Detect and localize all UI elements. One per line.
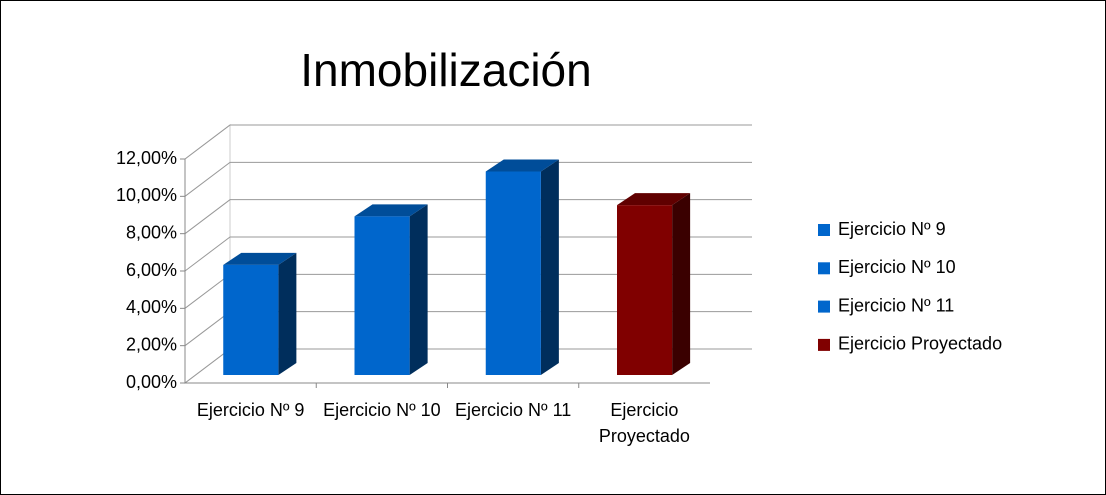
legend-label: Ejercicio Nº 10 [838,257,956,277]
y-tick-label: 10,00% [116,185,177,205]
bar-top [485,159,559,172]
legend-swatch [818,224,830,236]
bar-front [485,171,541,375]
bar-top [223,252,297,265]
bar-side [672,193,691,375]
y-tick-label: 8,00% [126,222,177,242]
y-tick-label: 4,00% [126,297,177,317]
grid-line [184,199,752,235]
bar [485,159,559,375]
bar [617,193,691,375]
y-tick-label: 0,00% [126,372,177,392]
y-tick-label: 2,00% [126,334,177,354]
x-tick-label: Ejercicio Nº 9 [196,400,305,420]
x-tick-label: Ejercicio Nº 11 [454,400,572,420]
legend-swatch [818,262,830,275]
bar-top [617,193,691,206]
chart-title: Inmobilización [300,44,591,96]
x-tick-label: Ejercicio Proyectado [598,400,690,446]
legend-label: Ejercicio Proyectado [838,334,1002,354]
grid-line [184,161,752,197]
grid-line [184,236,752,272]
legend-swatch [818,338,830,351]
bar-front [223,264,279,375]
bar [223,252,297,375]
legend-label: Ejercicio Nº 11 [838,295,954,315]
legend-label: Ejercicio Nº 9 [838,219,946,239]
legend-swatch [818,300,830,313]
bar-front [354,216,410,375]
bar-side [540,159,559,375]
bar-front [617,205,673,375]
x-tick-label: Ejercicio Nº 10 [323,400,441,420]
grid-line [184,124,752,160]
bar [354,204,428,375]
bar-side [278,252,297,375]
y-tick-label: 12,00% [116,148,177,168]
bar-side [409,204,428,375]
bar-top [354,204,428,217]
y-tick-label: 6,00% [126,260,177,280]
